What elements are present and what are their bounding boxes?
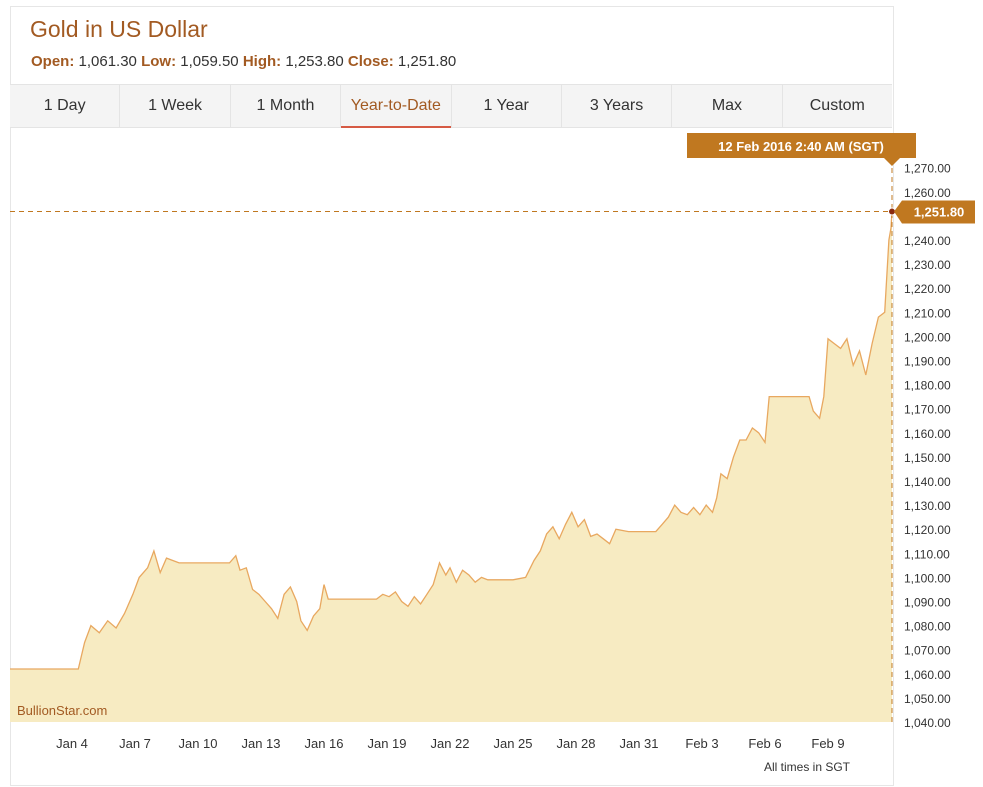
- low-value: 1,059.50: [180, 53, 239, 70]
- x-tick-label: Jan 28: [556, 736, 595, 751]
- y-tick-label: 1,120.00: [904, 523, 951, 537]
- x-tick-label: Jan 13: [241, 736, 280, 751]
- y-tick-label: 1,240.00: [904, 234, 951, 248]
- price-summary: Open: 1,061.30 Low: 1,059.50 High: 1,253…: [31, 53, 456, 70]
- tab-1-month[interactable]: 1 Month: [231, 85, 342, 127]
- low-label: Low:: [141, 53, 177, 70]
- y-tick-label: 1,100.00: [904, 571, 951, 585]
- y-tick-label: 1,200.00: [904, 330, 951, 344]
- x-tick-label: Jan 22: [430, 736, 469, 751]
- y-tick-label: 1,080.00: [904, 620, 951, 634]
- y-tick-label: 1,230.00: [904, 258, 951, 272]
- page-title: Gold in US Dollar: [30, 16, 208, 42]
- y-tick-label: 1,130.00: [904, 499, 951, 513]
- x-tick-label: Feb 9: [811, 736, 844, 751]
- y-tick-label: 1,050.00: [904, 692, 951, 706]
- date-tooltip-box: [687, 133, 916, 158]
- y-tick-label: 1,040.00: [904, 716, 951, 730]
- price-tooltip-text: 1,251.80: [914, 205, 965, 220]
- price-area: [10, 211, 892, 722]
- y-tick-label: 1,190.00: [904, 355, 951, 369]
- date-tooltip-text: 12 Feb 2016 2:40 AM (SGT): [718, 139, 884, 154]
- tab-1-day[interactable]: 1 Day: [10, 85, 121, 127]
- open-value: 1,061.30: [78, 53, 137, 70]
- tab-1-year[interactable]: 1 Year: [452, 85, 562, 127]
- close-label: Close:: [347, 53, 394, 70]
- y-tick-label: 1,220.00: [904, 282, 951, 296]
- x-tick-label: Jan 19: [367, 736, 406, 751]
- x-tick-label: Feb 3: [685, 736, 718, 751]
- price-line: [10, 211, 893, 670]
- y-tick-label: 1,090.00: [904, 596, 951, 610]
- y-tick-label: 1,070.00: [904, 644, 951, 658]
- y-tick-label: 1,110.00: [904, 547, 950, 561]
- x-tick-label: Jan 4: [56, 736, 88, 751]
- x-tick-label: Jan 7: [119, 736, 151, 751]
- tab-max[interactable]: Max: [672, 85, 783, 127]
- open-label: Open:: [31, 53, 75, 70]
- y-tick-label: 1,270.00: [904, 162, 951, 176]
- x-tick-label: Jan 16: [304, 736, 343, 751]
- tab-custom[interactable]: Custom: [809, 97, 865, 114]
- high-value: 1,253.80: [285, 53, 344, 70]
- range-tabs: 1 Day 1 Week 1 Month Year-to-Date 1 Year…: [10, 84, 892, 128]
- x-tick-label: Feb 6: [748, 736, 781, 751]
- y-tick-label: 1,170.00: [904, 403, 951, 417]
- high-label: High:: [242, 53, 282, 70]
- y-tick-label: 1,260.00: [904, 186, 951, 200]
- y-tick-label: 1,160.00: [904, 427, 951, 441]
- price-tooltip-box: [894, 200, 975, 224]
- y-tick-label: 1,060.00: [904, 668, 951, 682]
- date-tooltip-pointer: [884, 158, 900, 166]
- timezone-note: All times in SGT: [764, 760, 851, 774]
- tab-3-years[interactable]: 3 Years: [562, 85, 673, 127]
- tab-year-to-date[interactable]: Year-to-Date: [341, 85, 452, 128]
- watermark-text: BullionStar.com: [17, 703, 107, 718]
- x-tick-label: Jan 25: [493, 736, 532, 751]
- y-tick-label: 1,150.00: [904, 451, 951, 465]
- y-tick-label: 1,210.00: [904, 306, 951, 320]
- tab-1-week[interactable]: 1 Week: [120, 85, 231, 127]
- x-tick-label: Jan 10: [178, 736, 217, 751]
- close-value: 1,251.80: [397, 53, 457, 70]
- x-tick-label: Jan 31: [619, 736, 658, 751]
- y-tick-label: 1,180.00: [904, 379, 951, 393]
- y-tick-label: 1,140.00: [904, 475, 951, 489]
